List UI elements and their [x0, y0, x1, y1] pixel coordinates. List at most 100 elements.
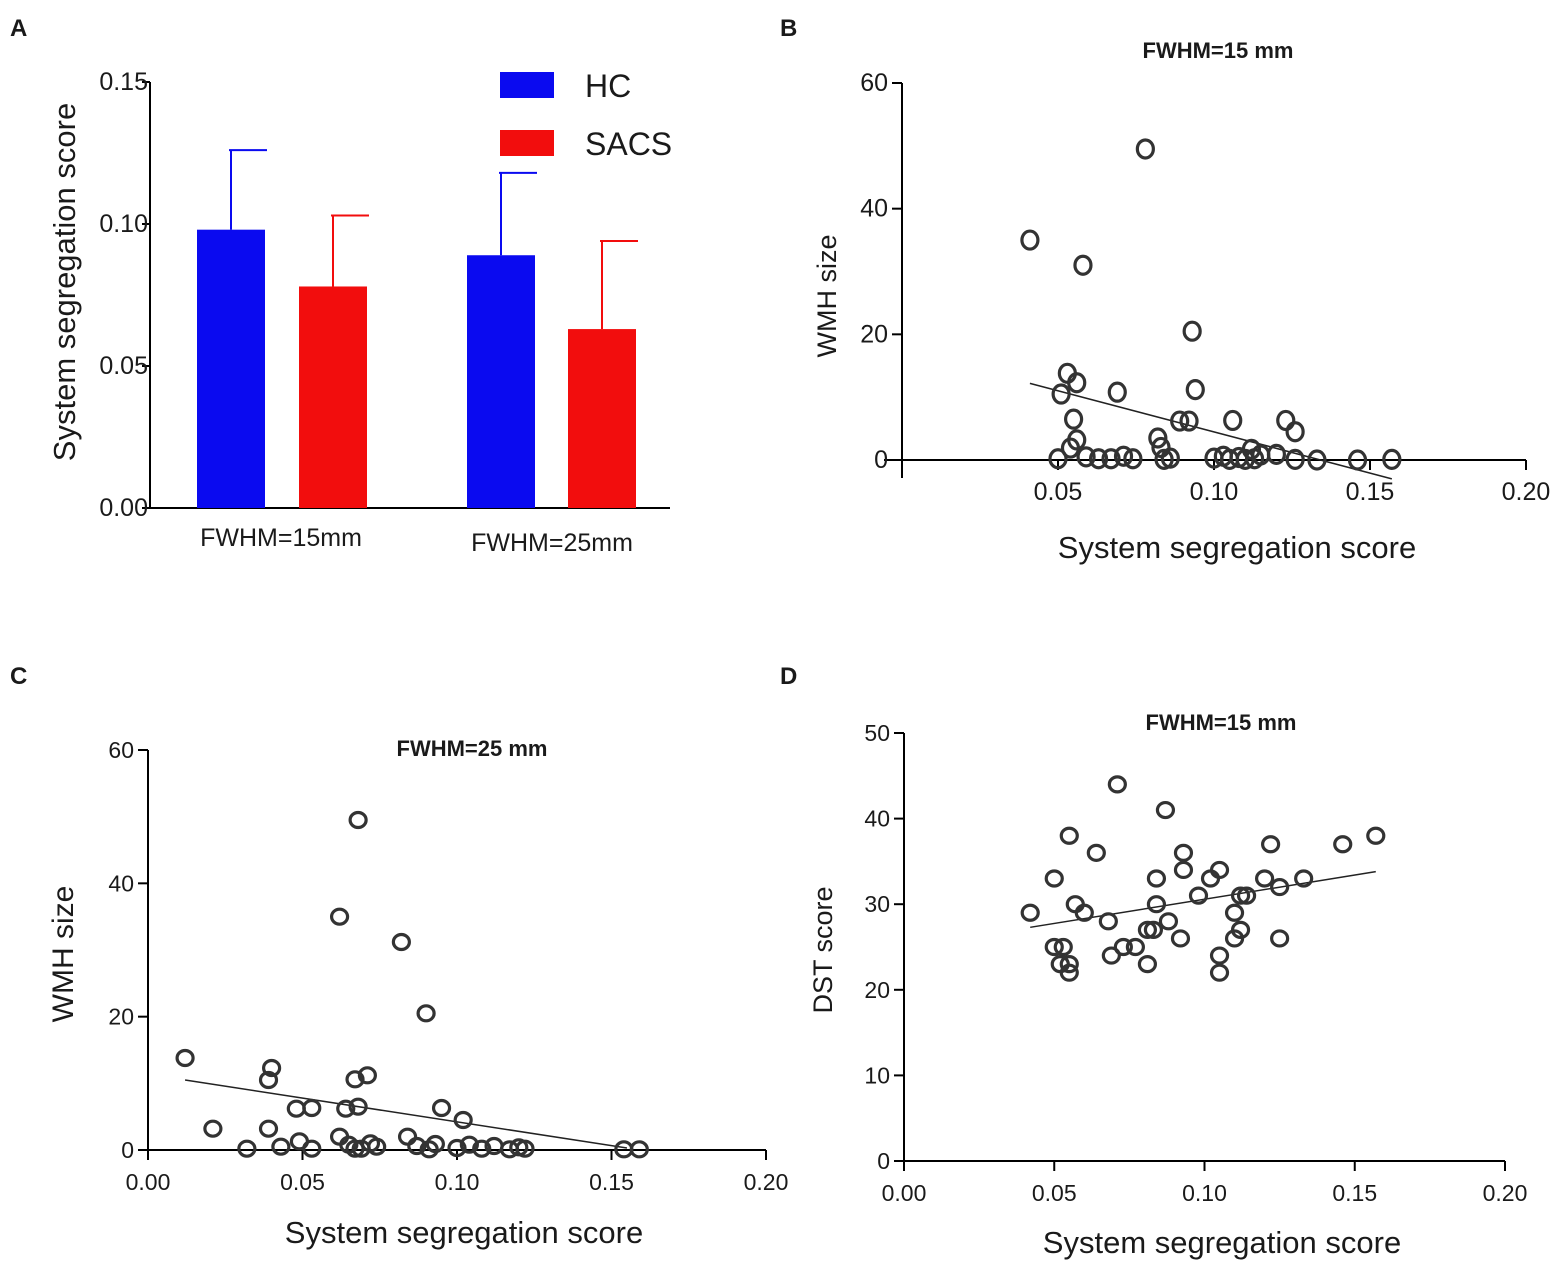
data-point — [348, 1097, 368, 1116]
legend-hc-label: HC — [585, 68, 631, 104]
data-point — [1333, 835, 1353, 854]
data-point — [1044, 869, 1064, 888]
panel-b-x-axis-title: System segregation score — [1058, 530, 1416, 565]
data-point — [1125, 937, 1145, 957]
panel-b-points — [1020, 138, 1402, 471]
data-point — [1137, 920, 1158, 939]
data-point — [329, 907, 350, 926]
panel-c-scatter-chart: C FWHM=25 mm 0 20 40 60 0.00 0.05 0.10 0.15 0.20… — [10, 663, 788, 1250]
panel-b-y-tick-label: 0 — [874, 446, 888, 474]
panel-c-letter: C — [10, 663, 27, 690]
panel-c-y-tick-label: 60 — [108, 737, 134, 763]
data-point — [1067, 372, 1087, 394]
data-point — [1063, 408, 1084, 430]
panel-d-x-axis-title: System segregation score — [1043, 1225, 1401, 1260]
data-point — [1236, 886, 1257, 905]
panel-b-axes: 0 20 40 60 0.05 0.10 0.15 0.20 — [860, 69, 1550, 506]
panel-b-y-tick-label: 60 — [860, 69, 888, 97]
data-point — [1044, 937, 1064, 957]
panel-a-y-tick-label: 0.10 — [99, 210, 148, 238]
data-point — [1173, 843, 1194, 862]
panel-d-y-tick-label: 40 — [864, 806, 890, 832]
data-point — [1135, 138, 1155, 160]
data-point — [336, 1099, 356, 1118]
data-point — [416, 1004, 436, 1023]
data-point — [367, 1137, 387, 1156]
panel-d-x-tick-label: 0.15 — [1332, 1180, 1377, 1206]
panel-c-fit-line — [184, 1079, 628, 1149]
panel-c-regression-line — [184, 1079, 628, 1149]
bar-sacs-2 — [568, 329, 636, 508]
data-point — [1146, 895, 1167, 914]
panel-d-x-tick-label: 0.05 — [1032, 1180, 1077, 1206]
legend-sacs-swatch — [500, 130, 554, 156]
data-point — [1155, 800, 1176, 820]
panel-d-y-tick-label: 0 — [877, 1148, 890, 1174]
panel-d-x-tick-label: 0.00 — [882, 1180, 927, 1206]
data-point — [1382, 448, 1402, 470]
panel-d-y-axis-title: DST score — [808, 886, 838, 1013]
data-point — [1107, 381, 1127, 403]
panel-a-category-label-1: FWHM=15mm — [200, 524, 362, 552]
data-point — [1065, 895, 1085, 914]
data-point — [237, 1139, 257, 1158]
panel-b-y-tick-label: 40 — [860, 195, 888, 223]
data-point — [459, 1135, 479, 1154]
panel-c-x-tick-label: 0.00 — [126, 1169, 171, 1195]
panel-c-x-tick-label: 0.20 — [744, 1169, 789, 1195]
data-point — [302, 1098, 322, 1118]
panel-b-fit-line — [1029, 382, 1393, 480]
panel-a-bars — [197, 229, 636, 508]
panel-a-letter: A — [10, 15, 27, 42]
panel-d-y-tick-label: 20 — [864, 977, 890, 1003]
data-point — [1086, 843, 1106, 862]
data-point — [1366, 826, 1386, 845]
panel-b-y-tick-label: 20 — [860, 320, 888, 348]
data-point — [1160, 447, 1180, 469]
data-point — [1020, 229, 1040, 251]
data-point — [1266, 443, 1287, 465]
data-point — [515, 1139, 535, 1158]
data-point — [1209, 963, 1230, 982]
data-point — [425, 1134, 445, 1154]
data-point — [1107, 775, 1127, 794]
data-point — [1209, 860, 1230, 880]
data-point — [629, 1140, 649, 1159]
panel-b-scatter-chart: B FWHM=15 mm 0 20 40 60 0.05 0.10 0.15 0.20 Sys… — [780, 15, 1550, 565]
panel-a-y-tick-label: 0.00 — [99, 494, 148, 522]
panel-b-letter: B — [780, 15, 797, 42]
data-point — [1113, 937, 1133, 957]
panel-d-scatter-chart: D FWHM=15 mm 0 10 20 30 40 50 0.00 0.05 0.10 0.15… — [780, 663, 1527, 1260]
data-point — [286, 1099, 306, 1118]
data-point — [262, 1058, 282, 1078]
data-point — [1254, 869, 1275, 888]
data-point — [1146, 869, 1167, 888]
data-point — [1170, 929, 1191, 948]
data-point — [1209, 946, 1230, 965]
panel-b-x-tick-label: 0.05 — [1034, 478, 1083, 506]
data-point — [1051, 383, 1071, 405]
panel-b-x-tick-label: 0.20 — [1502, 478, 1551, 506]
bar-sacs-1 — [299, 286, 367, 508]
data-point — [1113, 445, 1134, 467]
data-point — [1059, 826, 1079, 845]
panel-a-y-tick-label: 0.05 — [99, 352, 148, 380]
data-point — [1076, 446, 1096, 468]
data-point — [203, 1119, 223, 1138]
data-point — [1137, 955, 1158, 974]
data-point — [472, 1139, 492, 1158]
data-point — [271, 1137, 291, 1156]
data-point — [348, 810, 368, 830]
data-point — [1020, 903, 1040, 922]
data-point — [1088, 448, 1109, 470]
panel-d-letter: D — [780, 663, 797, 690]
panel-a-y-tick-label: 0.15 — [99, 68, 148, 96]
data-point — [1285, 421, 1305, 443]
panel-c-y-tick-label: 40 — [108, 870, 134, 896]
bar-hc-1 — [197, 229, 265, 508]
panel-a-category-label-2: FWHM=25mm — [471, 529, 633, 557]
data-point — [391, 932, 411, 952]
data-point — [1230, 886, 1251, 905]
legend-hc-swatch — [500, 72, 554, 98]
